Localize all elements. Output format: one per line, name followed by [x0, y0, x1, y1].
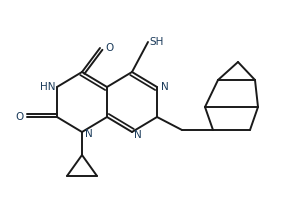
Text: SH: SH — [150, 37, 164, 47]
Text: N: N — [134, 130, 142, 140]
Text: O: O — [105, 43, 113, 53]
Text: N: N — [161, 82, 169, 92]
Text: O: O — [15, 112, 23, 122]
Text: N: N — [85, 129, 93, 139]
Text: HN: HN — [40, 82, 56, 92]
